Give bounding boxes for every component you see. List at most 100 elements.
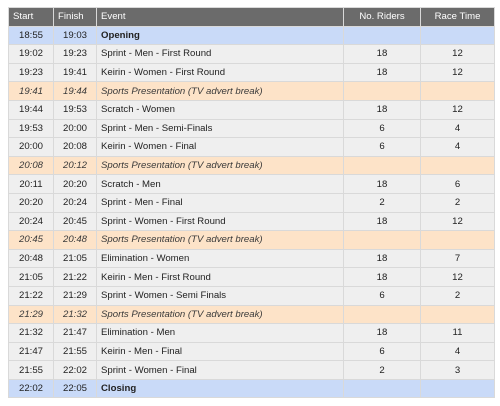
start-time-cell: 21:55 [8, 360, 54, 380]
riders-cell [343, 155, 421, 176]
race-time-cell: 12 [420, 267, 495, 287]
start-time-cell: 20:45 [8, 230, 54, 250]
finish-time-cell: 20:12 [53, 155, 97, 176]
event-cell: Sprint - Men - Semi-Finals [96, 118, 344, 139]
finish-time-cell: 19:53 [53, 99, 97, 120]
finish-time-cell: 21:32 [53, 304, 97, 325]
start-time-cell: 22:02 [8, 378, 54, 399]
riders-cell: 18 [343, 44, 421, 64]
race-time-cell [420, 81, 495, 101]
event-cell: Sprint - Women - Final [96, 360, 344, 380]
race-time-cell [420, 304, 495, 325]
finish-time-cell: 20:48 [53, 230, 97, 250]
race-time-cell: 7 [420, 248, 495, 269]
race-time-cell: 6 [420, 174, 495, 194]
column-header-start: Start [8, 7, 54, 27]
start-time-cell: 19:02 [8, 44, 54, 64]
race-time-cell [420, 155, 495, 176]
start-time-cell: 21:29 [8, 304, 54, 325]
riders-cell: 18 [343, 211, 421, 232]
race-time-cell: 4 [420, 118, 495, 139]
race-time-cell: 2 [420, 192, 495, 213]
finish-time-cell: 19:23 [53, 44, 97, 64]
table-row: 20:48 21:05 Elimination - Women 18 7 [8, 248, 495, 269]
finish-time-cell: 22:05 [53, 378, 97, 399]
event-cell: Sports Presentation (TV advert break) [96, 304, 344, 325]
race-time-cell: 12 [420, 62, 495, 83]
race-time-cell: 12 [420, 211, 495, 232]
riders-cell [343, 304, 421, 325]
start-time-cell: 19:44 [8, 99, 54, 120]
event-cell: Sprint - Women - First Round [96, 211, 344, 232]
event-cell: Closing [96, 378, 344, 399]
header-row: Start Finish Event No. Riders Race Time [8, 7, 495, 27]
race-time-cell [420, 378, 495, 399]
event-cell: Keirin - Men - First Round [96, 267, 344, 287]
table-row: 19:53 20:00 Sprint - Men - Semi-Finals 6 4 [8, 118, 495, 139]
event-cell: Scratch - Men [96, 174, 344, 194]
race-time-cell: 3 [420, 360, 495, 380]
start-time-cell: 19:53 [8, 118, 54, 139]
riders-cell [343, 81, 421, 101]
start-time-cell: 21:22 [8, 285, 54, 306]
table-row: 21:29 21:32 Sports Presentation (TV advert… [8, 304, 495, 325]
column-header-finish: Finish [53, 7, 97, 27]
finish-time-cell: 20:20 [53, 174, 97, 194]
table-row: 22:02 22:05 Closing [8, 378, 495, 399]
riders-cell: 18 [343, 62, 421, 83]
event-cell: Keirin - Women - Final [96, 137, 344, 157]
race-time-cell: 11 [420, 323, 495, 343]
table-body: 18:55 19:03 Opening 19:02 19:23 Sprint - Men … [8, 25, 495, 399]
race-time-cell: 2 [420, 285, 495, 306]
schedule-container: Start Finish Event No. Riders Race Time … [8, 7, 495, 399]
table-row: 21:05 21:22 Keirin - Men - First Round 18 12 [8, 267, 495, 287]
start-time-cell: 21:32 [8, 323, 54, 343]
finish-time-cell: 19:03 [53, 25, 97, 46]
race-time-cell [420, 25, 495, 46]
riders-cell [343, 25, 421, 46]
table-row: 19:44 19:53 Scratch - Women 18 12 [8, 99, 495, 120]
event-cell: Sports Presentation (TV advert break) [96, 155, 344, 176]
event-cell: Sprint - Men - Final [96, 192, 344, 213]
riders-cell: 6 [343, 285, 421, 306]
start-time-cell: 21:47 [8, 341, 54, 362]
event-cell: Sprint - Men - First Round [96, 44, 344, 64]
event-cell: Sports Presentation (TV advert break) [96, 230, 344, 250]
table-row: 20:45 20:48 Sports Presentation (TV advert… [8, 230, 495, 250]
race-time-cell: 4 [420, 341, 495, 362]
finish-time-cell: 20:24 [53, 192, 97, 213]
start-time-cell: 18:55 [8, 25, 54, 46]
riders-cell: 6 [343, 137, 421, 157]
riders-cell: 18 [343, 174, 421, 194]
riders-cell [343, 230, 421, 250]
finish-time-cell: 19:41 [53, 62, 97, 83]
riders-cell: 18 [343, 99, 421, 120]
event-cell: Opening [96, 25, 344, 46]
race-time-cell: 12 [420, 99, 495, 120]
riders-cell: 18 [343, 267, 421, 287]
finish-time-cell: 20:08 [53, 137, 97, 157]
event-cell: Elimination - Women [96, 248, 344, 269]
event-cell: Scratch - Women [96, 99, 344, 120]
column-header-event: Event [96, 7, 344, 27]
table-row: 18:55 19:03 Opening [8, 25, 495, 46]
event-cell: Keirin - Men - Final [96, 341, 344, 362]
table-row: 21:47 21:55 Keirin - Men - Final 6 4 [8, 341, 495, 362]
riders-cell: 6 [343, 341, 421, 362]
finish-time-cell: 21:05 [53, 248, 97, 269]
finish-time-cell: 21:55 [53, 341, 97, 362]
column-header-riders: No. Riders [343, 7, 421, 27]
table-row: 20:08 20:12 Sports Presentation (TV advert… [8, 155, 495, 176]
table-row: 20:11 20:20 Scratch - Men 18 6 [8, 174, 495, 194]
finish-time-cell: 20:45 [53, 211, 97, 232]
table-row: 20:00 20:08 Keirin - Women - Final 6 4 [8, 137, 495, 157]
riders-cell [343, 378, 421, 399]
table-row: 19:41 19:44 Sports Presentation (TV advert… [8, 81, 495, 101]
start-time-cell: 20:11 [8, 174, 54, 194]
start-time-cell: 20:24 [8, 211, 54, 232]
start-time-cell: 20:48 [8, 248, 54, 269]
start-time-cell: 20:20 [8, 192, 54, 213]
start-time-cell: 19:23 [8, 62, 54, 83]
riders-cell: 6 [343, 118, 421, 139]
race-time-cell [420, 230, 495, 250]
